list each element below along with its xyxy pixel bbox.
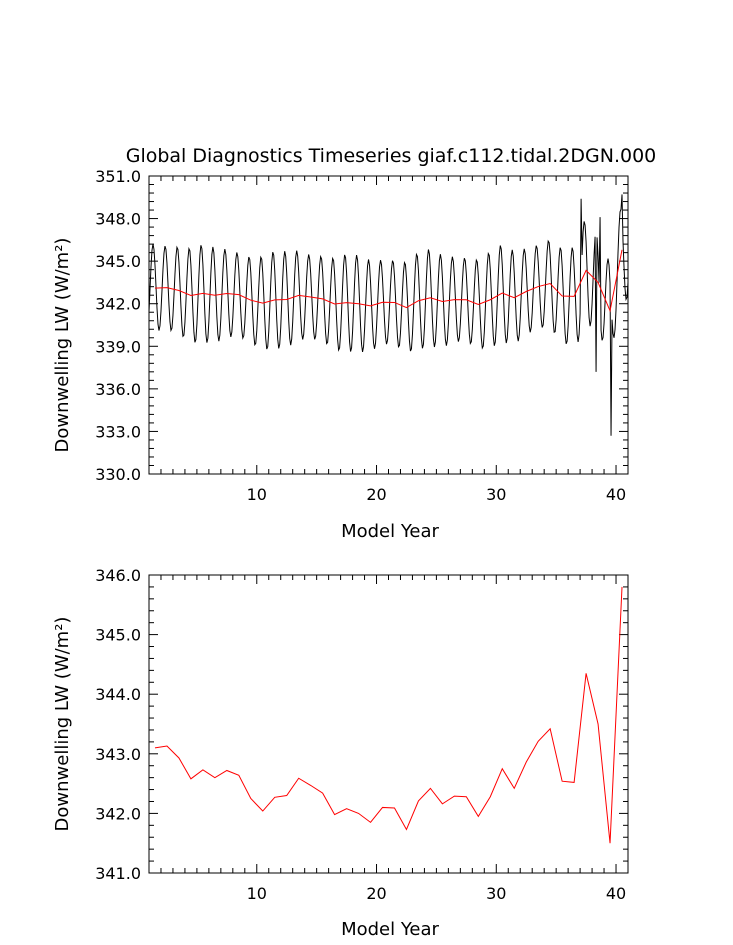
bottom-x-tick-label: 20	[366, 884, 386, 903]
top-x-tick-label: 10	[247, 485, 267, 504]
bottom-x-tick-label: 40	[606, 884, 626, 903]
top-panel: 10 20 30 40 330.0 333.0 336.0 339.0 342.0 345.0 34…	[95, 167, 629, 504]
bottom-y-tick-label: 342.0	[95, 804, 141, 823]
bottom-x-axis-label: Model Year	[341, 919, 439, 940]
bottom-y-tick-label: 344.0	[95, 685, 141, 704]
top-y-tick-label: 351.0	[95, 167, 141, 186]
top-series-monthly-line	[149, 194, 628, 436]
bottom-plot-frame	[148, 574, 629, 874]
top-y-axis-label: Downwelling LW (W/m²)	[52, 238, 73, 453]
top-y-tick-label: 339.0	[95, 337, 141, 356]
top-y-tick-label: 342.0	[95, 295, 141, 314]
top-y-tick-label: 348.0	[95, 210, 141, 229]
top-y-tick-label: 336.0	[95, 380, 141, 399]
top-x-tick-label: 30	[486, 485, 506, 504]
top-x-axis-label: Model Year	[341, 521, 439, 542]
bottom-y-tick-label: 345.0	[95, 626, 141, 645]
bottom-panel: 10 20 30 40 341.0 342.0 343.0 344.0 345.0 346.0	[95, 566, 629, 903]
bottom-y-axis-label: Downwelling LW (W/m²)	[52, 617, 73, 832]
top-y-tick-label: 333.0	[95, 422, 141, 441]
bottom-x-tick-label: 10	[247, 884, 267, 903]
bottom-x-tick-label: 30	[486, 884, 506, 903]
top-y-tick-label: 330.0	[95, 465, 141, 484]
top-series-annual-mean-line	[154, 249, 623, 313]
bottom-series-annual-mean-line	[154, 586, 623, 844]
top-x-tick-label: 40	[606, 485, 626, 504]
bottom-y-tick-label: 343.0	[95, 745, 141, 764]
top-y-tick-label: 345.0	[95, 252, 141, 271]
bottom-y-tick-label: 341.0	[95, 864, 141, 883]
bottom-y-tick-label: 346.0	[95, 566, 141, 585]
chart-title: Global Diagnostics Timeseries giaf.c112.…	[126, 145, 657, 167]
top-x-tick-label: 20	[366, 485, 386, 504]
